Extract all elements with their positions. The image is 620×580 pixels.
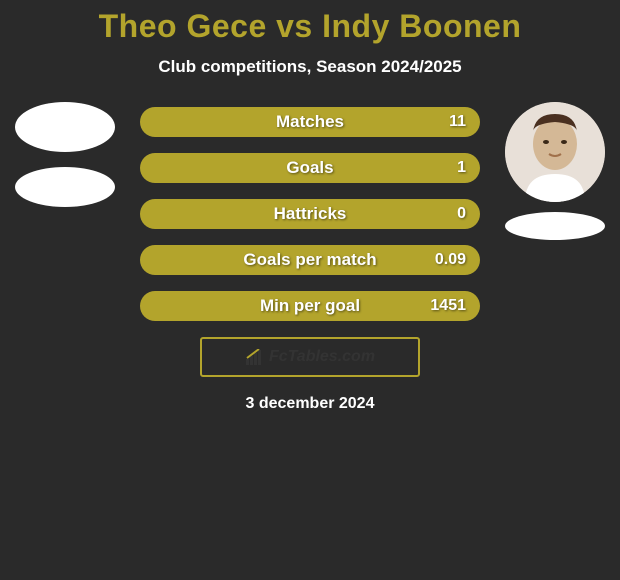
avatar-icon xyxy=(505,102,605,202)
stat-label: Min per goal xyxy=(260,296,360,316)
stat-value-right: 0 xyxy=(457,205,466,223)
chart-icon xyxy=(245,349,265,365)
brand-text: FcTables.com xyxy=(269,348,375,366)
stat-label: Hattricks xyxy=(274,204,347,224)
stat-row: Goals 1 xyxy=(140,153,480,183)
player-left-name-placeholder xyxy=(15,167,115,207)
brand-footer-box: FcTables.com xyxy=(200,337,420,377)
player-left-avatar-placeholder xyxy=(15,102,115,152)
stat-label: Goals per match xyxy=(243,250,376,270)
stat-value-right: 1451 xyxy=(430,297,466,315)
player-left-column xyxy=(10,102,120,207)
stat-row: Matches 11 xyxy=(140,107,480,137)
date-line: 3 december 2024 xyxy=(0,395,620,413)
brand-footer-inner: FcTables.com xyxy=(245,348,375,366)
stat-label: Goals xyxy=(286,158,333,178)
stat-row: Goals per match 0.09 xyxy=(140,245,480,275)
stat-bars: Matches 11 Goals 1 Hattricks 0 Goals per… xyxy=(140,107,480,321)
comparison-container: Theo Gece vs Indy Boonen Club competitio… xyxy=(0,0,620,413)
player-right-avatar xyxy=(505,102,605,202)
stat-value-right: 0.09 xyxy=(435,251,466,269)
stat-row: Min per goal 1451 xyxy=(140,291,480,321)
player-right-column xyxy=(500,102,610,240)
stat-row: Hattricks 0 xyxy=(140,199,480,229)
subtitle: Club competitions, Season 2024/2025 xyxy=(0,57,620,77)
player-right-name-placeholder xyxy=(505,212,605,240)
comparison-area: Matches 11 Goals 1 Hattricks 0 Goals per… xyxy=(0,107,620,413)
stat-value-right: 1 xyxy=(457,159,466,177)
stat-label: Matches xyxy=(276,112,344,132)
page-title: Theo Gece vs Indy Boonen xyxy=(0,8,620,45)
stat-value-right: 11 xyxy=(449,113,466,131)
